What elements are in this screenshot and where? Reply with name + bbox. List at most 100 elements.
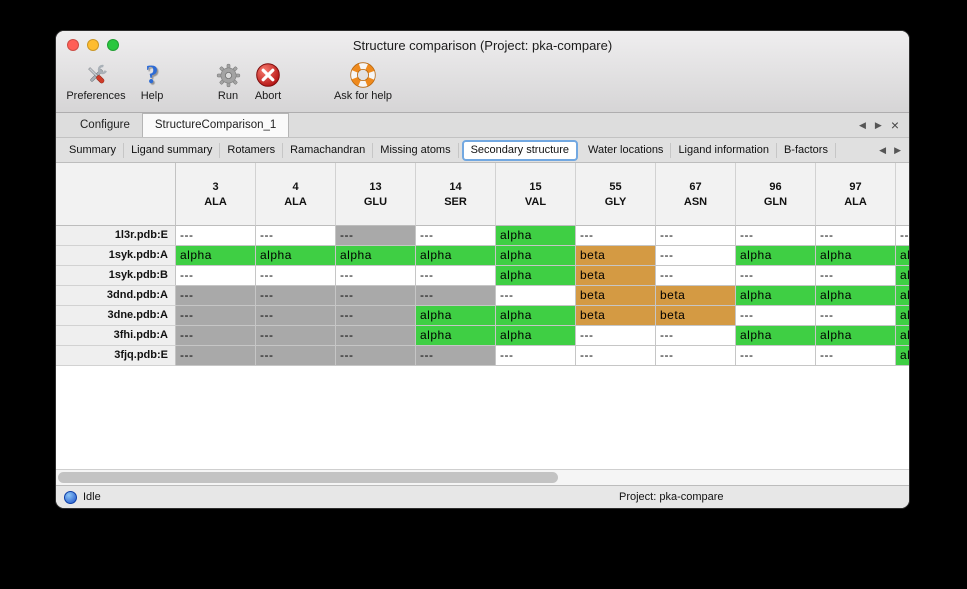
table-cell: beta [576,266,656,286]
table-cell: --- [576,326,656,346]
table-cell: alpha [416,326,496,346]
table-cell: alpha [816,286,896,306]
scrollbar-thumb[interactable] [58,472,558,483]
row-label: 3fjq.pdb:E [56,346,176,366]
window-title: Structure comparison (Project: pka-compa… [352,38,613,53]
table-cell: --- [816,226,896,246]
doc-tab-close-icon[interactable]: × [890,117,899,133]
tab-ligand-information[interactable]: Ligand information [671,142,777,158]
table-cell: --- [176,226,256,246]
table-row: 1syk.pdb:A alpha alpha alpha alpha alpha beta -… [56,246,909,266]
table-cell-partial: --- [896,226,909,246]
abort-icon [255,61,281,89]
status-sphere-icon [64,490,77,504]
table-cell-partial: alpha [896,346,909,366]
window-chrome: Structure comparison (Project: pka-compa… [56,31,909,113]
table-cell: --- [416,266,496,286]
table-cell: alpha [736,326,816,346]
table-cell: --- [256,286,336,306]
view-tabs: Summary Ligand summary Rotamers Ramachandra… [62,138,873,162]
table-cell: --- [576,346,656,366]
table-cell: --- [736,226,816,246]
column-header-partial [896,163,909,226]
table-cell: beta [576,246,656,266]
column-header-67: 67 ASN [656,163,736,226]
table-cell: alpha [256,246,336,266]
table-row: 1l3r.pdb:E --- --- --- --- alpha --- --- --- --- -… [56,226,909,246]
help-label: Help [140,90,164,102]
table-cell: beta [576,286,656,306]
table-cell: beta [576,306,656,326]
table-cell: alpha [736,286,816,306]
table-cell: alpha [816,246,896,266]
tab-ligand-summary[interactable]: Ligand summary [124,142,221,158]
help-button[interactable]: ? Help [132,59,172,103]
table-row: 3dnd.pdb:A --- --- --- --- --- beta beta alpha al… [56,286,909,306]
tools-icon [83,61,110,89]
table-cell: --- [416,226,496,246]
doc-tab-next-icon[interactable]: ▶ [874,119,882,130]
view-tab-controls: ◀ ▶ [879,144,901,155]
table-row: 3fhi.pdb:A --- --- --- alpha alpha --- --- alpha… [56,326,909,346]
tab-structurecomparison-1[interactable]: StructureComparison_1 [141,113,290,137]
table-cell: beta [656,286,736,306]
table-cell: alpha [496,246,576,266]
tab-configure[interactable]: Configure [80,118,130,131]
table-cell: --- [656,326,736,346]
table-cell: --- [336,266,416,286]
table-cell: --- [656,346,736,366]
ask-for-help-label: Ask for help [333,90,393,102]
column-header-55: 55 GLY [576,163,656,226]
table-cell: --- [736,266,816,286]
doc-tab-prev-icon[interactable]: ◀ [858,119,866,130]
document-tab-bar: Configure StructureComparison_1 ◀ ▶ × [56,113,909,138]
table-cell: --- [336,306,416,326]
table-cell: alpha [496,326,576,346]
secondary-structure-table: 3 ALA 4 ALA 13 GLU 14 SER 15 VAL 55 GLY 67 ASN 96 GLN 97… [56,163,909,471]
table-cell: --- [256,226,336,246]
horizontal-scrollbar[interactable] [56,469,909,485]
table-cell: alpha [176,246,256,266]
abort-label: Abort [254,90,282,102]
table-cell: --- [176,326,256,346]
table-cell: --- [336,286,416,306]
tab-b-factors[interactable]: B-factors [777,142,836,158]
table-cell: alpha [496,306,576,326]
preferences-label: Preferences [66,90,126,102]
row-label: 1l3r.pdb:E [56,226,176,246]
table-cell: --- [416,346,496,366]
tab-missing-atoms[interactable]: Missing atoms [373,142,459,158]
tab-rotamers[interactable]: Rotamers [220,142,284,158]
row-label: 3dnd.pdb:A [56,286,176,306]
run-label: Run [217,90,239,102]
table-cell: --- [256,346,336,366]
table-cell: --- [816,346,896,366]
minimize-button[interactable] [87,39,99,51]
close-button[interactable] [67,39,79,51]
view-tab-bar: Summary Ligand summary Rotamers Ramachandra… [56,138,909,163]
table-cell: --- [736,346,816,366]
abort-button[interactable]: Abort [246,59,290,102]
tab-secondary-structure[interactable]: Secondary structure [461,139,579,161]
table-body: 1l3r.pdb:E --- --- --- --- alpha --- --- --- --- -… [56,226,909,366]
table-cell: alpha [736,246,816,266]
tab-summary[interactable]: Summary [62,142,125,158]
view-tab-prev-icon[interactable]: ◀ [879,144,887,155]
table-cell: --- [496,346,576,366]
status-bar: Idle Project: pka-compare [56,485,909,508]
zoom-button[interactable] [107,39,119,51]
table-cell: --- [576,226,656,246]
column-header-96: 96 GLN [736,163,816,226]
table-cell: --- [176,346,256,366]
title-bar: Structure comparison (Project: pka-compa… [56,31,909,59]
table-cell: --- [256,306,336,326]
run-button[interactable]: Run [210,59,246,102]
table-cell: --- [176,286,256,306]
table-row: 1syk.pdb:B --- --- --- --- alpha beta --- --- ---… [56,266,909,286]
preferences-button[interactable]: Preferences [61,59,131,102]
view-tab-next-icon[interactable]: ▶ [894,144,901,155]
tab-ramachandran[interactable]: Ramachandran [283,142,374,158]
tab-water-locations[interactable]: Water locations [581,142,672,158]
ask-for-help-button[interactable]: Ask for help [321,59,405,102]
table-cell: --- [336,326,416,346]
